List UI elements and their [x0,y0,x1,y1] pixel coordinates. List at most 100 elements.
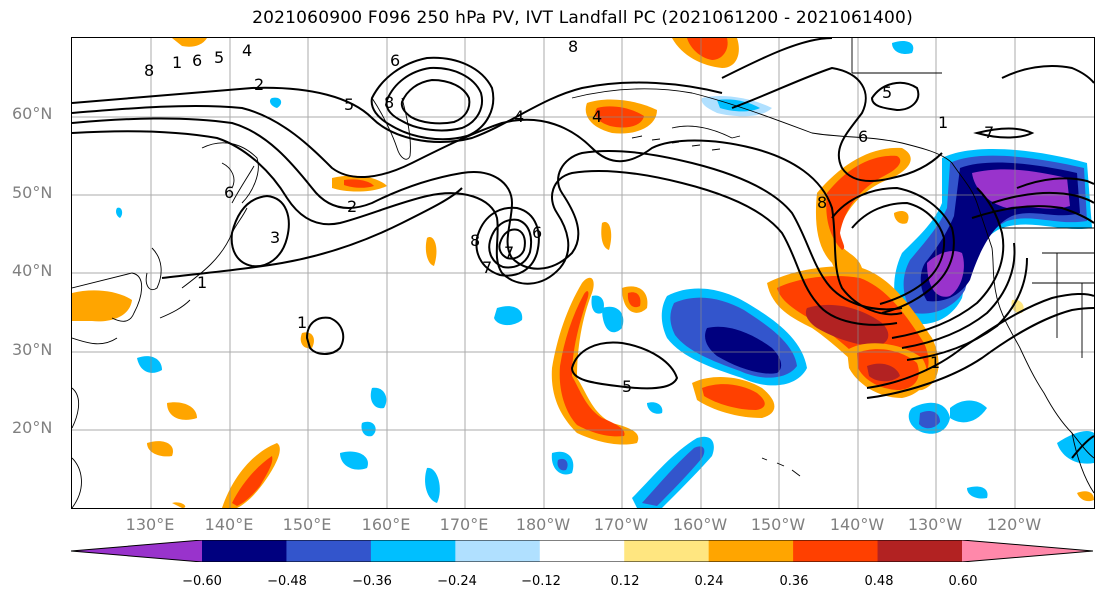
neg-region-sw-inner [919,411,940,429]
contour-label: 6 [532,223,542,242]
neg-region-w8 [602,306,624,333]
contour-label: 1 [197,273,207,292]
contour-3 [72,117,903,311]
neg-region-e-2 [647,402,663,414]
coast-japan [159,165,255,319]
map-svg: 8 1 6 5 4 2 6 5 8 8 4 6 2 3 1 8 7 6 7 1 … [72,38,1094,508]
contour-6 [475,206,540,277]
contour-label: 6 [858,127,868,146]
lon-label-130w: 130°W [907,515,963,534]
contour-18 [851,201,946,305]
colorbar-svg [70,539,1094,563]
colorbar-tick: −0.48 [267,574,307,589]
colorbar-bin [624,540,710,562]
pos-region-sw-core [867,363,900,382]
contour-label: 6 [224,183,234,202]
contour-label: 8 [384,93,394,112]
contour-label: 4 [242,41,252,60]
lon-label-130e: 130°E [125,515,175,534]
contour-8 [498,228,526,260]
figure-title: 2021060900 F096 250 hPa PV, IVT Landfall… [252,8,913,28]
pos-region-blob-2 [425,237,437,266]
contour-label: 4 [514,107,524,126]
contour-label: 5 [214,48,224,67]
neg-region-se-outer [950,400,987,423]
pos-region-blob-1-inner [627,292,641,308]
boundary-canada [851,38,1094,229]
contour-19 [891,187,1005,339]
lon-label-170e: 170°E [439,515,489,534]
lat-label-50n: 50°N [12,183,53,202]
contour-10 [385,66,483,132]
contour-label: 7 [504,243,514,262]
boundary-us-states [1032,252,1094,358]
contour-9 [370,56,495,141]
neg-region-e-1 [967,486,988,499]
contour-4 [72,130,898,326]
contour-label: 8 [568,38,578,56]
colorbar-tick: 0.60 [948,574,978,589]
contour-29 [1001,65,1094,84]
coastlines [72,38,1094,508]
pos-region-blob-5-inner [687,38,728,60]
pos-region-tongue2-inner [702,384,765,410]
neg-region-nw-2 [892,41,914,54]
lon-label-150e: 150°E [282,515,332,534]
contour-label: 6 [390,51,400,70]
colorbar-tick: −0.24 [437,574,477,589]
coast-mexico [1071,432,1094,494]
contour-label: 5 [344,95,354,114]
colorbar-extend-max [962,540,1093,562]
lon-label-180w: 180°W [515,515,571,534]
lon-label-120w: 120°W [986,515,1042,534]
coast-alaska [571,88,953,164]
contour-label: 1 [938,113,948,132]
contour-24 [971,205,1094,224]
colorbar-bin [793,540,879,562]
contour-25 [991,191,1094,204]
contour-label: 2 [347,197,357,216]
neg-region-tropical-inner [642,446,705,506]
contour-7 [488,218,533,269]
contour-label: 8 [817,193,827,212]
neg-region-w3 [361,421,376,437]
coast-bc [951,162,1094,459]
contour-label-layer: 8 1 6 5 4 2 6 5 8 8 4 6 2 3 1 8 7 6 7 1 … [144,38,994,396]
contour-11 [400,78,471,125]
contour-5 [230,194,290,268]
colorbar-bin [286,540,372,562]
lon-label-150w: 150°W [750,515,806,534]
lon-label-170w: 170°W [593,515,649,534]
contour-label: 8 [470,231,480,250]
colorbar-tick: 0.48 [864,574,894,589]
pos-region-sc-3 [167,402,197,420]
contour-label: 8 [144,61,154,80]
contour-13 [305,316,345,355]
coast-asia [72,272,143,508]
neg-region-nw-1 [269,97,282,108]
colorbar-bin [370,540,456,562]
contour-label: 1 [930,353,940,372]
pos-region-e-3 [1077,491,1094,502]
coast-korea [145,247,162,291]
contour-12 [161,187,463,279]
contour-26 [1016,177,1094,189]
neg-region-w9b [557,458,568,471]
colorbar-bin [539,540,625,562]
graticule [72,38,1094,508]
contour-30 [1071,435,1094,459]
pos-region-sc-4 [147,441,173,457]
contour-20 [901,242,1016,349]
colorbar-tick: −0.36 [352,574,392,589]
pos-region-sc-6 [172,502,186,508]
pv-contours [72,38,1094,459]
neg-region-w6 [370,387,387,409]
lat-label-30n: 30°N [12,340,53,359]
contour-15 [721,38,833,79]
colorbar-tick: 0.24 [694,574,724,589]
lon-label-160e: 160°E [361,515,411,534]
contour-23 [866,307,1094,399]
pos-region-blob-6-inner [344,179,374,188]
contour-label: 4 [592,107,602,126]
neg-region-w2 [494,306,523,326]
